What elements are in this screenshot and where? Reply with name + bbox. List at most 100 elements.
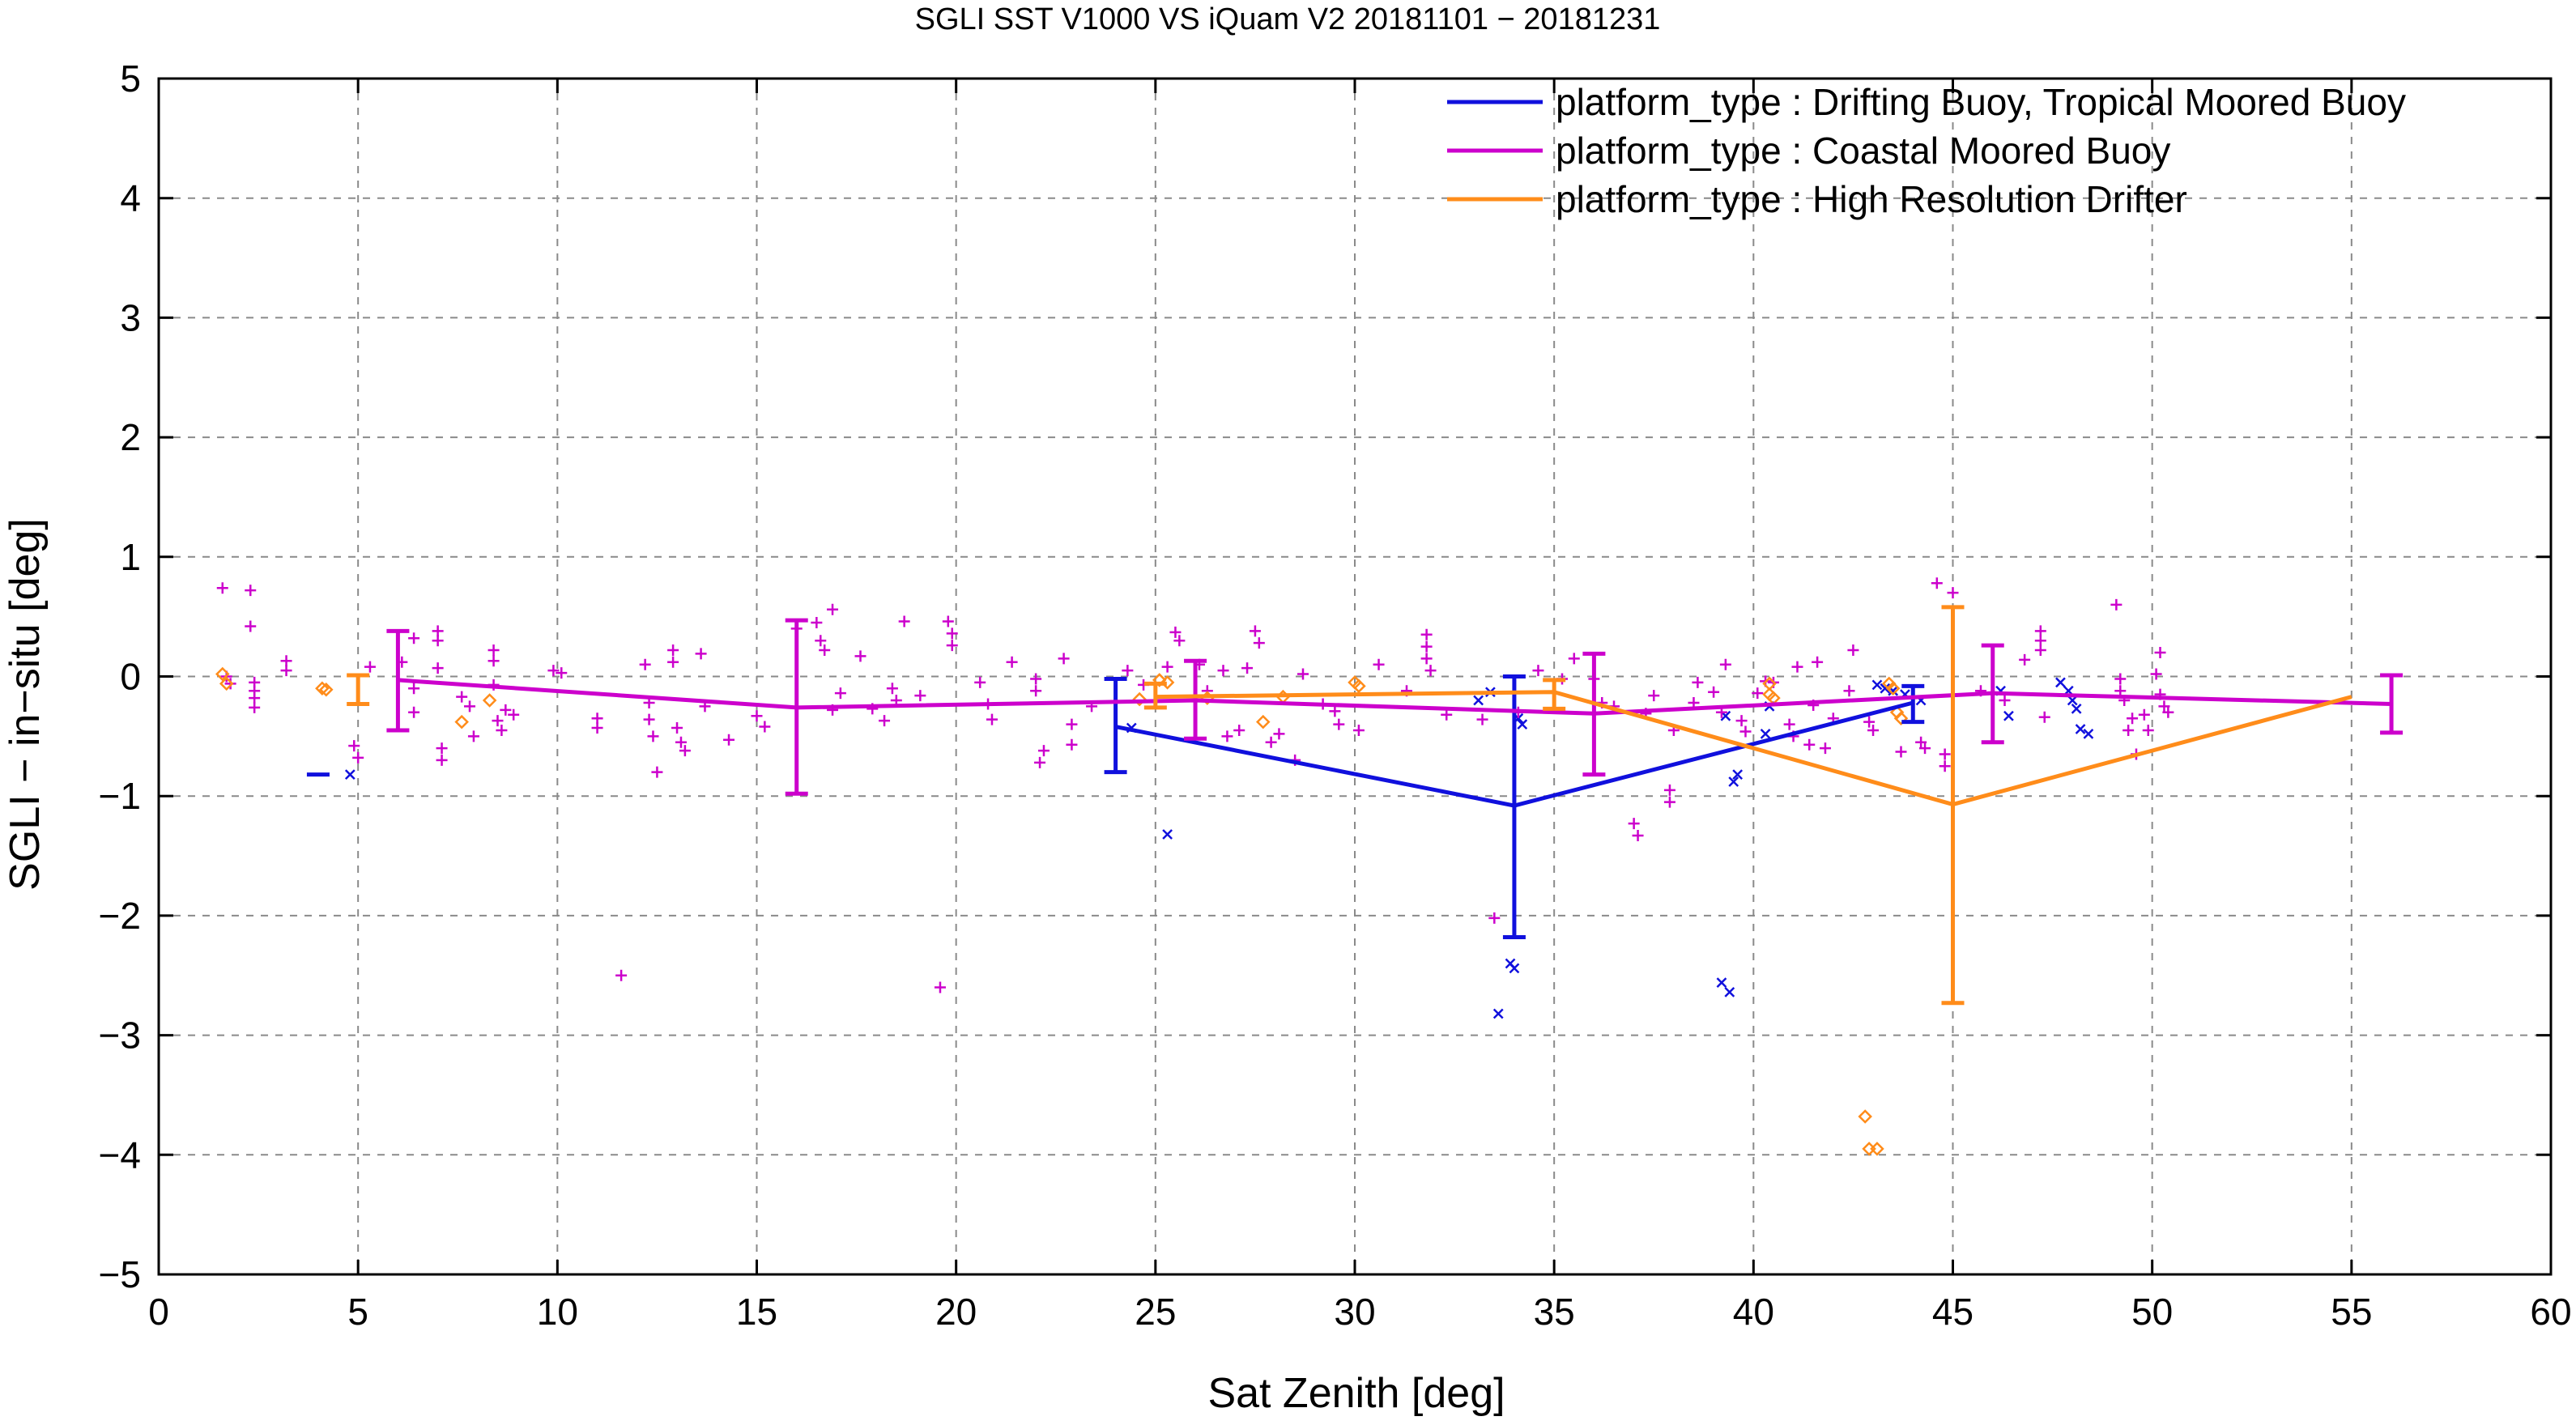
data-point bbox=[1373, 658, 1385, 670]
data-point bbox=[432, 635, 444, 647]
data-point bbox=[679, 745, 691, 757]
data-point bbox=[2114, 673, 2127, 685]
data-point bbox=[2138, 708, 2150, 721]
data-point bbox=[834, 687, 846, 700]
data-point bbox=[695, 648, 707, 660]
data-point bbox=[2034, 625, 2046, 637]
series-layer bbox=[215, 577, 2404, 1156]
data-point bbox=[1476, 713, 1488, 725]
data-point bbox=[436, 754, 448, 766]
data-point bbox=[1648, 690, 1660, 702]
data-point bbox=[2150, 668, 2162, 680]
data-point bbox=[1893, 711, 1909, 725]
data-point bbox=[364, 661, 376, 673]
series-line bbox=[1155, 690, 2352, 807]
data-point bbox=[496, 724, 508, 736]
x-tick-label: 0 bbox=[148, 1291, 169, 1333]
y-tick-label: −4 bbox=[99, 1134, 141, 1176]
data-point bbox=[1803, 738, 1816, 751]
data-point bbox=[914, 690, 926, 702]
data-point bbox=[751, 710, 763, 722]
data-point bbox=[1297, 668, 1309, 680]
data-point bbox=[1919, 742, 1931, 755]
error-bar bbox=[1941, 605, 1965, 1006]
data-point bbox=[224, 678, 236, 690]
data-point bbox=[249, 701, 261, 713]
data-point bbox=[2034, 635, 2046, 647]
data-point bbox=[1858, 1109, 1872, 1124]
y-axis-title: SGLI − in−situ [deg] bbox=[2, 518, 49, 891]
data-point bbox=[2127, 712, 2139, 725]
data-point bbox=[1420, 640, 1433, 653]
data-point bbox=[1812, 656, 1824, 668]
data-point bbox=[432, 625, 444, 637]
data-point bbox=[508, 708, 520, 721]
data-point bbox=[2075, 724, 2086, 734]
x-tick-label: 55 bbox=[2331, 1291, 2372, 1333]
data-point bbox=[1870, 1142, 1884, 1156]
data-point bbox=[352, 751, 364, 764]
series-line bbox=[398, 678, 2392, 716]
data-point bbox=[1161, 661, 1173, 673]
data-point bbox=[1632, 829, 1644, 841]
data-point bbox=[591, 712, 603, 725]
data-point bbox=[1160, 675, 1175, 690]
x-tick-label: 30 bbox=[1334, 1291, 1375, 1333]
data-point bbox=[1034, 756, 1046, 768]
data-point bbox=[1441, 708, 1453, 721]
data-point bbox=[1947, 587, 1959, 599]
data-point bbox=[1152, 673, 1167, 687]
data-point bbox=[647, 730, 659, 742]
data-point bbox=[1819, 742, 1831, 755]
series-2-points bbox=[215, 666, 1909, 1156]
data-point bbox=[1122, 665, 1134, 677]
data-point bbox=[1006, 656, 1018, 668]
data-point bbox=[1253, 637, 1265, 649]
y-tick-label: 4 bbox=[120, 177, 141, 219]
data-point bbox=[408, 632, 420, 644]
error-bar bbox=[347, 673, 370, 706]
data-point bbox=[1568, 653, 1580, 665]
data-point bbox=[1173, 635, 1186, 647]
data-point bbox=[1663, 796, 1675, 808]
data-point bbox=[245, 585, 257, 597]
data-point bbox=[615, 969, 628, 981]
data-point bbox=[2123, 724, 2135, 736]
error-bar bbox=[1143, 681, 1167, 710]
x-tick-label: 10 bbox=[537, 1291, 578, 1333]
data-point bbox=[2154, 646, 2166, 658]
data-point bbox=[1420, 653, 1433, 665]
data-point bbox=[1241, 662, 1254, 674]
x-tick-label: 5 bbox=[347, 1291, 368, 1333]
data-point bbox=[432, 662, 444, 674]
series-0-summary bbox=[306, 674, 1925, 939]
data-point bbox=[1273, 728, 1285, 740]
data-point bbox=[482, 693, 497, 708]
data-point bbox=[1867, 724, 1880, 736]
data-point bbox=[1863, 716, 1876, 728]
y-tick-label: 0 bbox=[120, 656, 141, 698]
data-point bbox=[1862, 1142, 1876, 1156]
data-point bbox=[1783, 718, 1795, 730]
data-point bbox=[2071, 703, 2082, 714]
data-point bbox=[2055, 677, 2066, 688]
data-point bbox=[667, 644, 679, 657]
data-point bbox=[886, 683, 898, 695]
data-point bbox=[492, 715, 504, 727]
data-point bbox=[2158, 700, 2170, 712]
data-point bbox=[1488, 912, 1501, 924]
data-point bbox=[934, 981, 946, 993]
data-point bbox=[2034, 644, 2046, 657]
error-bar bbox=[1981, 643, 2004, 745]
data-point bbox=[2162, 706, 2174, 718]
data-point bbox=[2019, 653, 2031, 666]
data-point bbox=[488, 655, 500, 667]
data-point bbox=[500, 704, 512, 716]
data-point bbox=[2114, 685, 2127, 697]
data-point bbox=[643, 713, 655, 725]
data-point bbox=[245, 620, 257, 632]
legend-label-0: platform_type : Drifting Buoy, Tropical … bbox=[1556, 81, 2406, 123]
data-point bbox=[408, 706, 420, 718]
data-point bbox=[464, 700, 476, 712]
